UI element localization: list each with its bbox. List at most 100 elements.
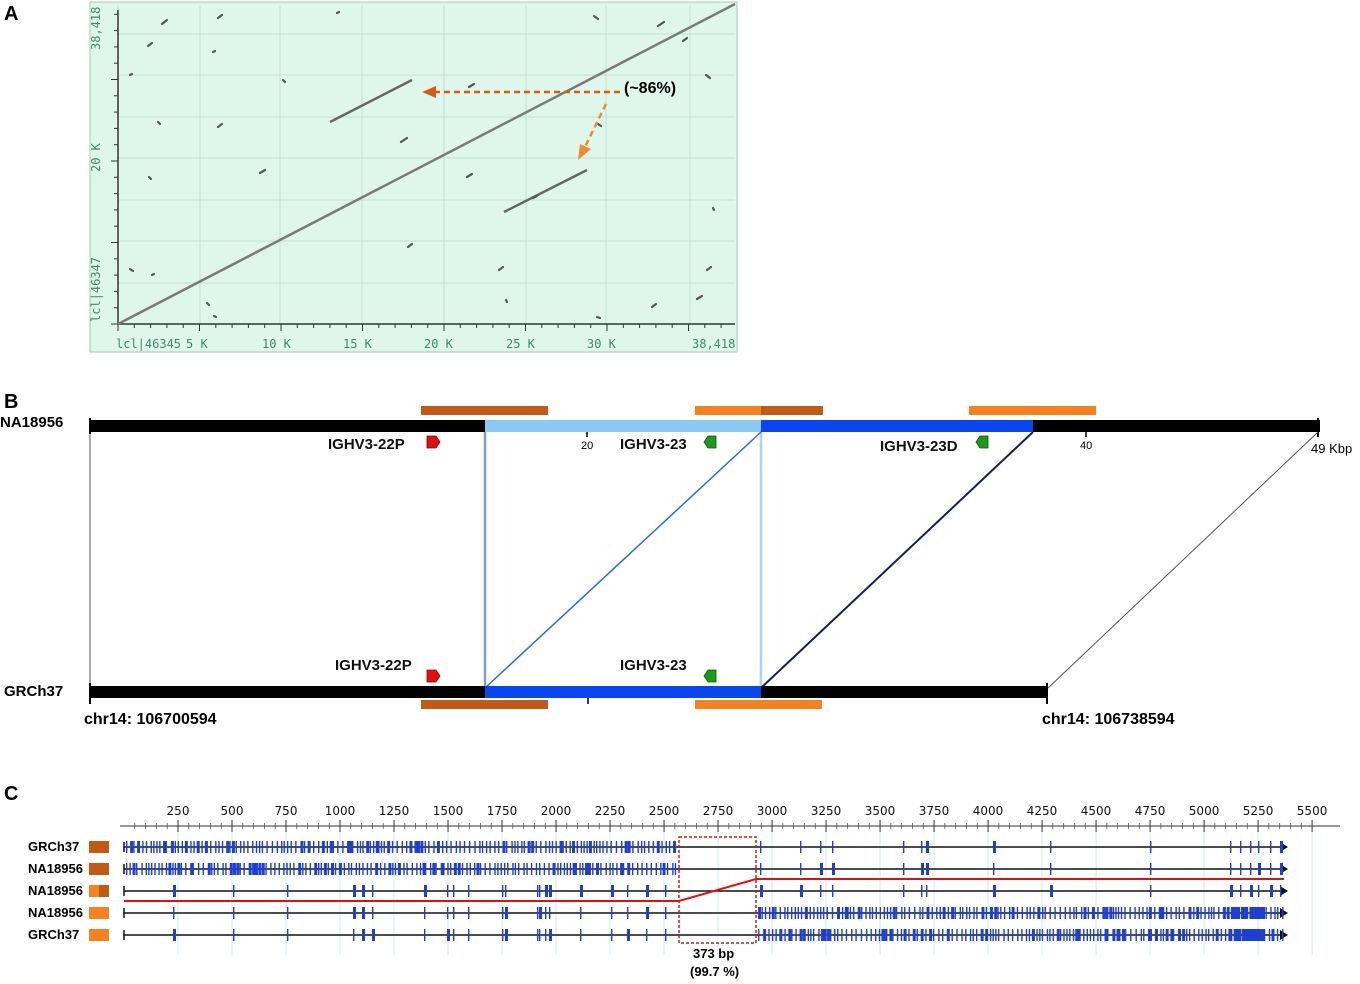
feature-mark (1102, 907, 1106, 919)
feature-mark (1031, 929, 1035, 941)
feature-mark (813, 907, 815, 919)
feature-mark (362, 863, 364, 875)
row-arrowhead-4 (1280, 930, 1288, 940)
feature-mark (254, 863, 258, 875)
feature-mark (502, 841, 506, 853)
feature-mark (666, 863, 669, 875)
ruler-label-10: 2750 (703, 804, 734, 818)
feature-mark (1044, 907, 1046, 919)
feature-mark (592, 863, 594, 875)
feature-mark (479, 863, 482, 875)
ruler-label-13: 3500 (865, 804, 896, 818)
feature-mark (232, 863, 236, 875)
feature-mark (997, 907, 999, 919)
feature-mark (1146, 907, 1148, 919)
x-tick-label-6: 30 K (587, 337, 617, 351)
feature-mark (1011, 907, 1015, 919)
feature-mark (1033, 907, 1035, 919)
feature-mark (330, 863, 334, 875)
feature-mark (1258, 841, 1260, 853)
feature-mark (1052, 929, 1054, 941)
feature-mark (784, 907, 786, 919)
feature-mark (372, 841, 375, 853)
dot-mark-4 (656, 20, 666, 28)
feature-mark (476, 863, 480, 875)
feature-mark (165, 841, 167, 853)
feature-mark (1236, 907, 1241, 919)
feature-mark (908, 929, 910, 941)
feature-mark (851, 929, 853, 941)
feature-mark (1097, 929, 1099, 941)
feature-mark (1069, 907, 1071, 919)
feature-mark (571, 841, 575, 853)
feature-mark (174, 863, 177, 875)
feature-mark (535, 841, 537, 853)
feature-mark (379, 863, 382, 875)
feature-mark (469, 863, 472, 875)
feature-mark (229, 841, 231, 853)
feature-mark (794, 907, 797, 919)
dot-mark-2 (335, 10, 341, 15)
feature-mark (816, 907, 819, 919)
feature-mark (610, 841, 612, 853)
feature-mark (258, 841, 261, 853)
feature-mark (1046, 929, 1049, 941)
feature-mark (126, 841, 128, 853)
feature-mark (231, 841, 235, 853)
feature-mark (646, 863, 648, 875)
feature-mark (359, 841, 362, 853)
feature-mark (1212, 929, 1214, 941)
feature-mark (1150, 863, 1152, 875)
feature-mark (616, 863, 618, 875)
feature-mark (973, 907, 975, 919)
feature-mark (489, 841, 491, 853)
feature-mark (397, 863, 401, 875)
feature-mark (338, 863, 342, 875)
feature-mark (523, 841, 526, 853)
feature-mark (668, 841, 671, 853)
feature-mark (804, 907, 808, 919)
feature-mark (362, 929, 365, 941)
bottom-track-name: GRCh37 (4, 683, 63, 700)
feature-mark (248, 863, 252, 875)
feature-mark (545, 841, 547, 853)
feature-mark (916, 929, 918, 941)
feature-mark (908, 907, 911, 919)
feature-mark (485, 841, 488, 853)
feature-mark (939, 907, 941, 919)
feature-mark (954, 907, 956, 919)
feature-mark (497, 841, 500, 853)
feature-mark (627, 929, 630, 941)
feature-mark (1129, 907, 1131, 919)
feature-mark (929, 929, 933, 941)
ruler-label-15: 4000 (973, 804, 1004, 818)
feature-mark (831, 907, 834, 919)
feature-mark (655, 863, 658, 875)
feature-mark (481, 841, 484, 853)
feature-mark (343, 863, 346, 875)
feature-mark (922, 907, 924, 919)
feature-mark (1039, 929, 1041, 941)
feature-mark (961, 929, 963, 941)
feature-mark (204, 841, 208, 853)
link-diagonal-grey (1047, 431, 1319, 689)
feature-mark (926, 863, 929, 875)
panel-c-letter: C (4, 783, 18, 805)
feature-mark (800, 885, 803, 897)
feature-mark (352, 841, 354, 853)
ruler-label-2: 750 (275, 804, 298, 818)
feature-mark (1220, 929, 1223, 941)
feature-mark (1093, 929, 1095, 941)
dot-mark-23 (497, 265, 505, 272)
feature-mark (1066, 929, 1068, 941)
feature-mark (233, 907, 235, 919)
feature-mark (627, 885, 629, 897)
feature-mark (453, 885, 455, 897)
feature-mark (196, 841, 200, 853)
dot-mark-10 (467, 82, 476, 89)
ruler-label-16: 4250 (1027, 804, 1058, 818)
feature-mark (926, 885, 928, 897)
feature-mark (447, 907, 449, 919)
feature-mark (1188, 907, 1192, 919)
feature-mark (474, 863, 476, 875)
